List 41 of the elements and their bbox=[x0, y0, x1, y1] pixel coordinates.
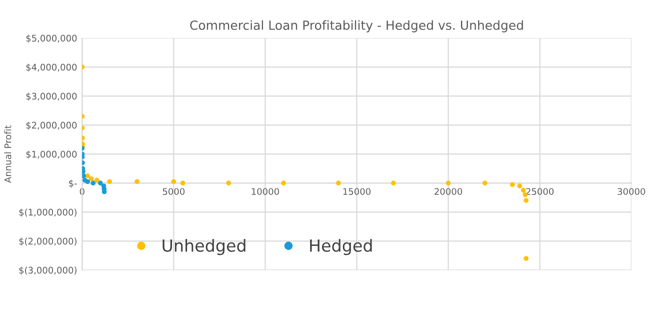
x-tick-label: 20000 bbox=[434, 188, 462, 195]
y-tick-label: $3,000,000 bbox=[26, 92, 77, 101]
point bbox=[226, 180, 231, 186]
y-tick-label: $- bbox=[69, 180, 77, 188]
point bbox=[390, 180, 396, 186]
legend-label: Unhedged bbox=[162, 238, 246, 256]
x-tick-label: 25000 bbox=[526, 188, 554, 195]
point bbox=[510, 182, 515, 187]
point bbox=[82, 169, 86, 174]
y-axis-title: Annual Profit bbox=[4, 125, 12, 183]
point bbox=[82, 173, 86, 178]
point bbox=[336, 180, 341, 186]
point bbox=[171, 179, 176, 184]
point bbox=[107, 179, 112, 184]
point bbox=[134, 179, 140, 184]
point bbox=[85, 179, 90, 184]
x-tick-label: 30000 bbox=[618, 188, 646, 195]
point bbox=[180, 180, 186, 186]
point bbox=[520, 188, 526, 193]
y-tick-label: $2,000,000 bbox=[26, 122, 77, 130]
y-tick-label: $4,000,000 bbox=[26, 64, 77, 72]
point bbox=[482, 180, 488, 186]
point bbox=[517, 184, 522, 188]
y-tick-label: $(1,000,000) bbox=[19, 208, 76, 217]
point bbox=[281, 180, 286, 186]
chart-title: Commercial Loan Profitability - Hedged vs. Unhedged bbox=[190, 20, 523, 32]
point bbox=[94, 178, 100, 183]
y-tick-label: $5,000,000 bbox=[26, 34, 77, 43]
point bbox=[524, 256, 529, 261]
point bbox=[90, 180, 96, 186]
point bbox=[98, 180, 103, 186]
y-tick-label: $1,000,000 bbox=[26, 150, 77, 159]
point bbox=[446, 180, 451, 186]
y-tick-label: $(3,000,000) bbox=[19, 266, 76, 275]
y-tick-label: $(2,000,000) bbox=[19, 238, 76, 246]
point bbox=[524, 198, 529, 203]
legend-label: Hedged bbox=[310, 238, 372, 256]
x-tick-label: 10000 bbox=[252, 188, 279, 195]
x-tick-label: 15000 bbox=[343, 188, 371, 195]
point bbox=[88, 176, 94, 182]
x-tick-label: 5000 bbox=[162, 188, 185, 195]
